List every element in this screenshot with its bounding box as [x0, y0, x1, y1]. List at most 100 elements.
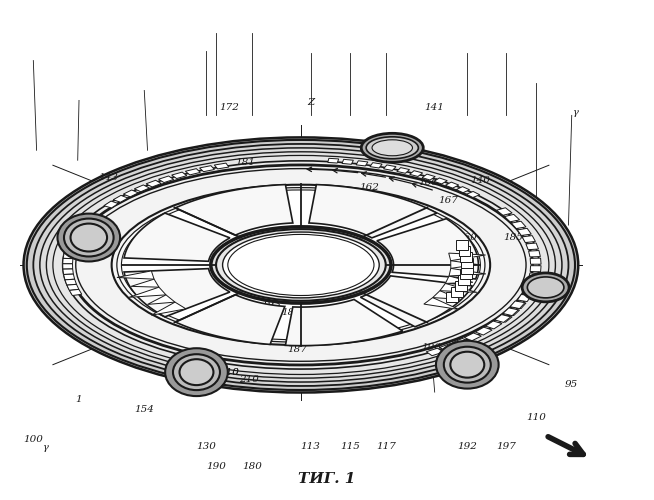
Polygon shape [148, 295, 175, 304]
Polygon shape [63, 253, 74, 258]
Ellipse shape [527, 277, 564, 298]
Polygon shape [65, 279, 77, 285]
Polygon shape [517, 294, 531, 302]
Text: 100: 100 [24, 435, 43, 444]
Text: 193: 193 [262, 300, 281, 310]
Polygon shape [71, 232, 83, 238]
Text: 210: 210 [219, 368, 239, 376]
Text: 162: 162 [360, 183, 379, 192]
Polygon shape [440, 284, 477, 292]
Text: 210: 210 [222, 278, 243, 287]
Polygon shape [64, 248, 75, 254]
Polygon shape [522, 236, 536, 242]
Polygon shape [496, 208, 512, 216]
Polygon shape [342, 160, 353, 164]
Polygon shape [131, 279, 159, 287]
Ellipse shape [211, 227, 391, 303]
Circle shape [451, 352, 484, 378]
Text: 117: 117 [334, 276, 353, 284]
Polygon shape [69, 290, 82, 296]
Circle shape [71, 224, 107, 252]
Text: γ: γ [572, 108, 578, 118]
Text: 176: 176 [418, 286, 438, 294]
Text: ΤИГ. 1: ΤИГ. 1 [298, 472, 356, 486]
Ellipse shape [76, 168, 526, 362]
Polygon shape [426, 348, 443, 356]
Polygon shape [175, 184, 293, 235]
Ellipse shape [522, 273, 569, 302]
Text: 210: 210 [219, 368, 239, 376]
Polygon shape [496, 314, 512, 322]
Circle shape [436, 340, 498, 388]
Polygon shape [397, 168, 409, 173]
Polygon shape [511, 221, 526, 228]
Ellipse shape [46, 152, 555, 378]
Polygon shape [451, 260, 477, 268]
Ellipse shape [53, 156, 549, 374]
Polygon shape [124, 213, 230, 262]
Text: 177: 177 [353, 313, 373, 322]
Ellipse shape [117, 188, 485, 342]
Polygon shape [466, 192, 480, 198]
Polygon shape [528, 273, 540, 280]
Text: 143: 143 [99, 173, 118, 182]
Text: 154: 154 [134, 405, 154, 414]
Polygon shape [445, 182, 458, 188]
Polygon shape [63, 269, 73, 274]
Polygon shape [104, 201, 118, 208]
Text: 187: 187 [320, 273, 340, 282]
Bar [460, 252, 472, 262]
Bar [461, 264, 473, 274]
Text: 1: 1 [76, 395, 82, 404]
Polygon shape [63, 264, 73, 269]
Ellipse shape [372, 140, 413, 156]
Ellipse shape [24, 138, 578, 392]
Ellipse shape [27, 140, 575, 390]
Polygon shape [494, 314, 511, 322]
Bar [460, 270, 472, 280]
Polygon shape [526, 280, 538, 287]
Text: 115: 115 [340, 442, 360, 452]
Polygon shape [449, 253, 485, 260]
Polygon shape [328, 158, 339, 163]
Polygon shape [383, 165, 396, 170]
Polygon shape [517, 228, 531, 235]
Polygon shape [377, 218, 478, 279]
Ellipse shape [40, 148, 562, 382]
Bar [458, 246, 470, 256]
Ellipse shape [69, 165, 532, 365]
Polygon shape [199, 166, 215, 172]
Polygon shape [158, 176, 174, 182]
Bar [456, 240, 468, 250]
Text: 170: 170 [389, 300, 409, 310]
Bar [458, 276, 470, 285]
Circle shape [444, 346, 490, 382]
Circle shape [64, 218, 114, 256]
Polygon shape [370, 162, 382, 168]
Text: 166: 166 [418, 178, 438, 187]
Ellipse shape [222, 232, 379, 298]
Text: 182: 182 [281, 308, 301, 317]
Text: 200: 200 [249, 278, 268, 287]
Text: 190: 190 [206, 462, 226, 471]
Text: 117: 117 [376, 442, 396, 452]
Bar [446, 292, 458, 302]
Polygon shape [124, 268, 230, 317]
Ellipse shape [216, 229, 386, 301]
Ellipse shape [366, 137, 419, 159]
Polygon shape [129, 287, 166, 298]
Polygon shape [74, 227, 87, 234]
Text: 141: 141 [424, 104, 445, 112]
Text: Z: Z [307, 98, 315, 108]
Polygon shape [456, 186, 470, 192]
Polygon shape [113, 196, 128, 202]
Ellipse shape [63, 161, 539, 369]
Polygon shape [503, 308, 519, 316]
Text: 196: 196 [421, 342, 441, 351]
Text: γ: γ [42, 444, 48, 452]
Polygon shape [511, 302, 526, 308]
Polygon shape [134, 185, 149, 192]
Text: 175: 175 [291, 288, 311, 297]
Polygon shape [464, 333, 481, 341]
Polygon shape [185, 168, 200, 175]
